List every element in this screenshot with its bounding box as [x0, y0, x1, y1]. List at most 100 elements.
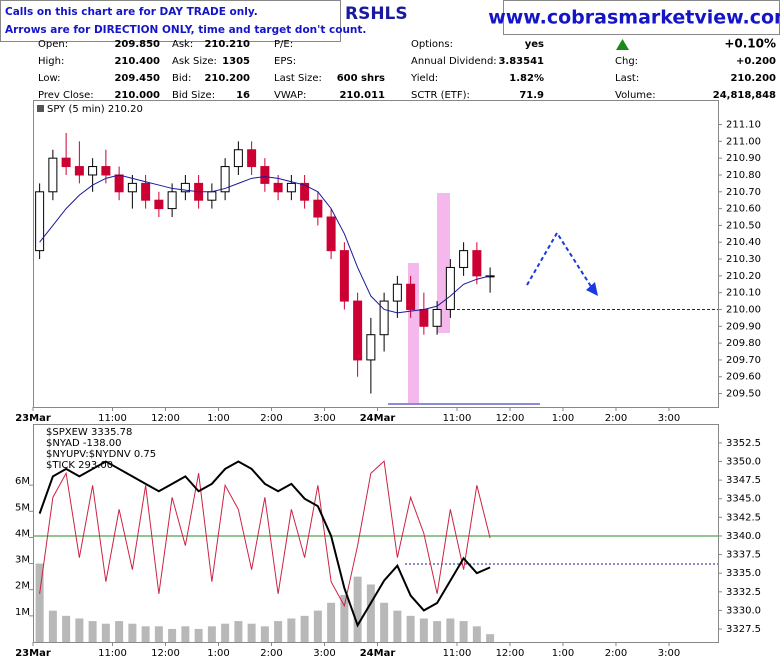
y-tick-label: 3335.0 [726, 568, 761, 579]
candle-body [339, 250, 349, 302]
legend-entry: $NYUPV:$NYDNV 0.75 [46, 449, 156, 460]
x-tick-label: 11:00 [98, 648, 127, 659]
candle-body [167, 191, 177, 210]
candle-body [392, 283, 402, 302]
breadth-chart: 23Mar 11:00 12:00 1:00 2:00 3:00 24Mar 11:00 12:… [15, 427, 761, 659]
quote-label: Options: [411, 39, 453, 50]
y-tick-label: 3345.0 [726, 494, 761, 505]
candle-body [406, 283, 416, 310]
x-tick-label: 3:00 [658, 648, 680, 659]
y2-tick-label: 5M [15, 502, 30, 513]
y-tick-label: 210.50 [726, 220, 761, 231]
candle-body [35, 191, 45, 252]
volume-bar [168, 628, 177, 642]
x-tick-label: 12:00 [151, 648, 180, 659]
volume-bar [101, 623, 110, 642]
quote-value: +0.10% [724, 37, 776, 51]
x-tick-label: 23Mar [15, 648, 51, 659]
y-tick-label: 209.70 [726, 355, 761, 366]
volume-bar [327, 602, 336, 642]
y2-tick-label: 1M [15, 607, 30, 618]
quote-label: Low: [38, 73, 61, 84]
price-chart: 23Mar 11:00 12:00 1:00 2:00 3:00 24Mar 11:00 12:… [15, 104, 761, 424]
quote-label: Open: [38, 39, 68, 50]
y-tick-label: 210.10 [726, 288, 761, 299]
quote-label: Last: [615, 73, 639, 84]
quote-value: 24,818,848 [713, 90, 776, 101]
candle-body [220, 166, 230, 193]
y-tick-label: 209.80 [726, 338, 761, 349]
volume-bar [194, 628, 203, 642]
candle-body [180, 182, 190, 193]
candle-body [366, 334, 376, 361]
website-box [503, 0, 780, 35]
quote-value: 209.850 [114, 39, 160, 50]
candle-body [247, 149, 257, 168]
candle-body [101, 166, 111, 176]
volume-bar [353, 576, 362, 642]
candle-body [154, 199, 164, 210]
quote-label: Bid Size: [172, 90, 215, 101]
volume-bar [287, 618, 296, 642]
quote-label: P/E: [274, 39, 293, 50]
volume-bar [141, 626, 150, 642]
quote-label: EPS: [274, 56, 296, 67]
y-tick-label: 210.70 [726, 187, 761, 198]
y-tick-label: 3327.5 [726, 624, 761, 635]
x-tick-label: 1:00 [552, 648, 574, 659]
y-tick-label: 210.80 [726, 170, 761, 181]
volume-bar [313, 610, 322, 642]
y2-tick-label: 6M [15, 476, 30, 487]
series-line [38, 460, 491, 628]
x-tick-label: 1:00 [207, 413, 229, 424]
x-tick-label: 2:00 [605, 648, 627, 659]
quote-label: Prev Close: [38, 90, 94, 101]
y-tick-label: 210.30 [726, 254, 761, 265]
volume-bar [62, 615, 71, 642]
y-tick-label: 209.90 [726, 321, 761, 332]
legend-entry: $TICK 293.00 [46, 460, 113, 471]
quote-value: 71.9 [519, 90, 544, 101]
quote-value: 210.011 [339, 90, 385, 101]
quote-value: +0.200 [736, 56, 776, 67]
arrow-head [586, 282, 598, 296]
candle-body [114, 174, 124, 193]
volume-bar [393, 610, 402, 642]
quote-value: 210.400 [114, 56, 160, 67]
x-tick-label: 2:00 [260, 413, 282, 424]
volume-bar [459, 621, 468, 642]
y-tick-label: 210.20 [726, 271, 761, 282]
candle-body [127, 182, 137, 193]
volume-bar [247, 623, 256, 642]
candle-body [260, 166, 270, 184]
legend-icon [37, 105, 44, 112]
x-tick-label: 3:00 [313, 648, 335, 659]
candle-body [432, 308, 442, 327]
quote-label: VWAP: [274, 90, 306, 101]
candle-body [353, 300, 363, 361]
highlight [408, 263, 419, 403]
x-tick-label: 2:00 [605, 413, 627, 424]
quote-value: 209.450 [114, 73, 160, 84]
notes-box [0, 0, 341, 42]
volume-bar [35, 563, 44, 642]
x-tick-label: 12:00 [151, 413, 180, 424]
quote-label: Bid: [172, 73, 191, 84]
y-tick-label: 3330.0 [726, 605, 761, 616]
volume-bar [472, 626, 481, 642]
quote-label: Ask: [172, 39, 193, 50]
quote-value: 210.210 [204, 39, 250, 50]
x-tick-label: 11:00 [443, 648, 472, 659]
y-tick-label: 209.50 [726, 389, 761, 400]
volume-bar [48, 610, 57, 642]
volume-bar [234, 621, 243, 642]
y-tick-label: 3337.5 [726, 550, 761, 561]
candle-body [379, 300, 389, 336]
volume-bar [366, 584, 375, 642]
x-tick-label: 12:00 [496, 648, 525, 659]
legend-entry: $SPXEW 3335.78 [46, 427, 132, 438]
candle-body [300, 182, 310, 201]
x-tick-label: 24Mar [360, 648, 396, 659]
volume-bar [207, 626, 216, 642]
